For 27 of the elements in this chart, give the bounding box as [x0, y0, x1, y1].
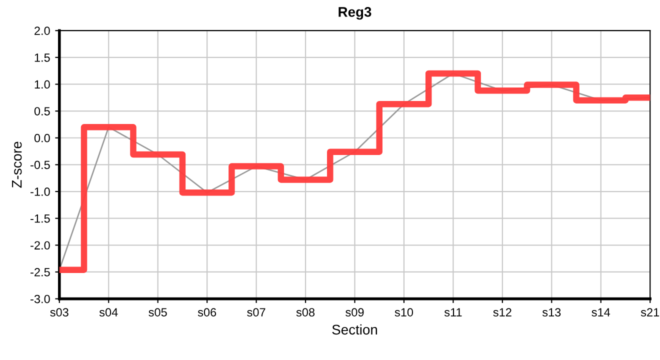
y-tick-label: -1.5	[30, 214, 50, 223]
y-tick-label: 1.5	[34, 54, 50, 62]
y-tick-label: 2.0	[34, 26, 50, 35]
y-tick-label: -2.0	[30, 241, 50, 250]
y-tick-label: 0.5	[34, 107, 50, 116]
x-tick-label: s10	[394, 308, 414, 316]
y-tick-label: 0.0	[34, 134, 50, 142]
y-tick-label: 1.0	[34, 80, 50, 89]
x-tick-label: s09	[346, 308, 364, 316]
x-tick-label: s21	[640, 308, 660, 316]
x-tick-label: s06	[198, 308, 216, 316]
x-tick-label: s08	[296, 308, 315, 316]
y-tick-label: -3.0	[30, 294, 50, 304]
x-tick-label: s11	[444, 308, 462, 316]
x-tick-label: s04	[99, 308, 118, 316]
y-tick-label: -2.5	[30, 268, 50, 276]
x-tick-label: s14	[592, 308, 610, 316]
x-tick-label: s03	[50, 308, 68, 316]
x-axis-title: Section	[332, 324, 378, 335]
x-tick-label: s05	[148, 308, 167, 316]
chart-title: Reg3	[338, 7, 372, 20]
x-tick-label: s13	[542, 308, 561, 316]
x-tick-label: s07	[247, 308, 266, 316]
y-tick-label: -1.0	[30, 188, 50, 196]
x-tick-label: s12	[493, 308, 512, 316]
y-tick-label: -0.5	[30, 160, 50, 170]
y-axis-title: Z-score	[12, 142, 22, 188]
